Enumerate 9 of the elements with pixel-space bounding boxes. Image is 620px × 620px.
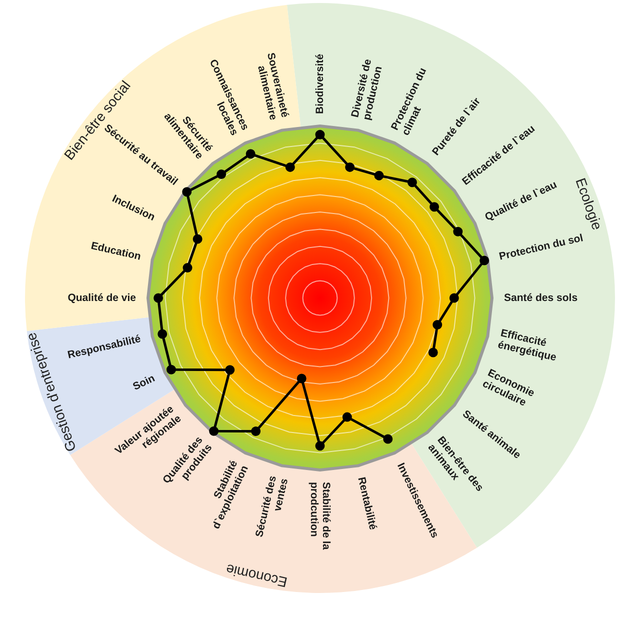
- spoke-label: Santé des sols: [504, 292, 578, 304]
- spoke-label: Diversité de production: [349, 58, 385, 122]
- spoke-label: Biodiversité: [314, 54, 326, 114]
- spoke-label: Protection du sol: [498, 232, 584, 263]
- spoke-label: Stabilité de la prodcution: [308, 482, 332, 550]
- spoke-label: Soin: [131, 372, 157, 394]
- spoke-label: Qualité de vie: [68, 292, 136, 304]
- spoke-label: Sécurité des ventes: [253, 474, 291, 538]
- text: Economie: [224, 561, 289, 591]
